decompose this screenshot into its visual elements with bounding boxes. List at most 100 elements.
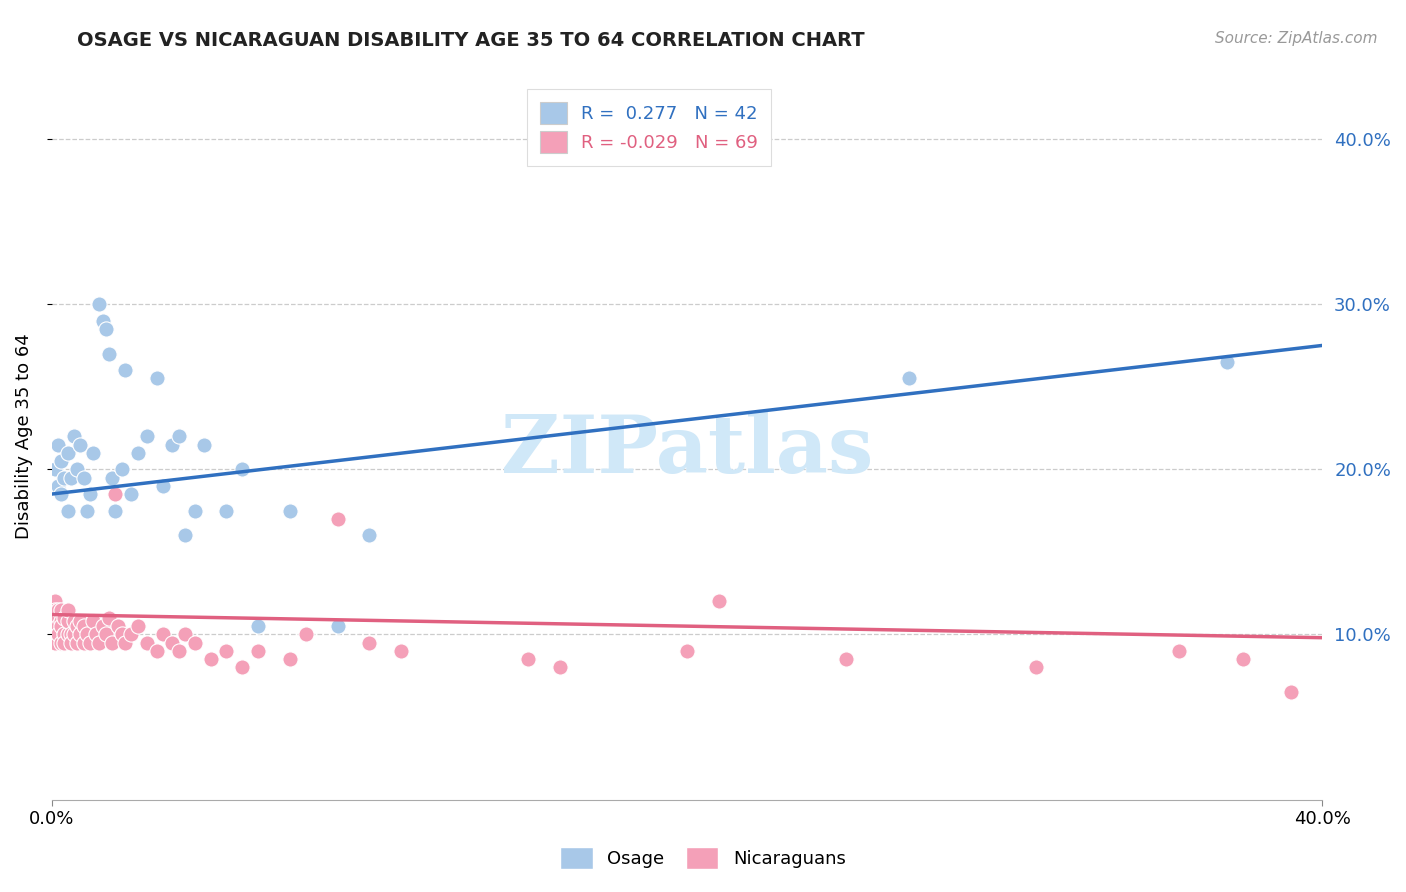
Legend: R =  0.277   N = 42, R = -0.029   N = 69: R = 0.277 N = 42, R = -0.029 N = 69: [527, 89, 770, 166]
Point: [104, 503, 127, 517]
Point: [898, 371, 921, 385]
Point: [44, 594, 66, 608]
Point: [1168, 644, 1191, 658]
Point: [114, 635, 136, 649]
Point: [152, 479, 174, 493]
Point: [46, 619, 69, 633]
Point: [91, 313, 114, 327]
Point: [63, 614, 86, 628]
Point: [136, 429, 159, 443]
Point: [56, 503, 79, 517]
Point: [127, 446, 149, 460]
Point: [51, 454, 73, 468]
Point: [114, 363, 136, 377]
Point: [278, 503, 301, 517]
Point: [59, 627, 82, 641]
Point: [44, 462, 66, 476]
Point: [200, 652, 222, 666]
Point: [676, 644, 699, 658]
Legend: Osage, Nicaraguans: Osage, Nicaraguans: [551, 838, 855, 879]
Point: [167, 644, 190, 658]
Point: [69, 614, 91, 628]
Point: [44, 627, 66, 641]
Point: [69, 437, 91, 451]
Point: [94, 627, 117, 641]
Point: [111, 462, 134, 476]
Point: [1025, 660, 1047, 674]
Point: [1232, 652, 1254, 666]
Point: [44, 602, 66, 616]
Point: [127, 619, 149, 633]
Point: [91, 619, 114, 633]
Point: [548, 660, 571, 674]
Point: [44, 619, 66, 633]
Point: [46, 479, 69, 493]
Point: [193, 437, 215, 451]
Point: [69, 627, 91, 641]
Point: [79, 487, 101, 501]
Point: [359, 528, 381, 542]
Point: [46, 611, 69, 625]
Point: [326, 619, 349, 633]
Point: [104, 487, 127, 501]
Point: [46, 627, 69, 641]
Point: [51, 619, 73, 633]
Point: [101, 470, 124, 484]
Point: [326, 512, 349, 526]
Point: [174, 627, 197, 641]
Point: [63, 429, 86, 443]
Point: [72, 635, 94, 649]
Point: [101, 635, 124, 649]
Point: [215, 503, 238, 517]
Point: [111, 627, 134, 641]
Point: [59, 635, 82, 649]
Point: [53, 627, 76, 641]
Point: [84, 627, 107, 641]
Point: [97, 347, 120, 361]
Point: [53, 635, 76, 649]
Point: [53, 611, 76, 625]
Point: [145, 644, 167, 658]
Point: [835, 652, 858, 666]
Point: [162, 635, 184, 649]
Point: [51, 487, 73, 501]
Point: [66, 462, 89, 476]
Point: [107, 619, 129, 633]
Point: [231, 660, 253, 674]
Point: [89, 297, 111, 311]
Point: [152, 627, 174, 641]
Y-axis label: Disability Age 35 to 64: Disability Age 35 to 64: [15, 334, 32, 539]
Point: [120, 627, 142, 641]
Point: [66, 619, 89, 633]
Point: [72, 470, 94, 484]
Point: [247, 644, 270, 658]
Point: [1279, 685, 1302, 699]
Point: [215, 644, 238, 658]
Point: [76, 503, 98, 517]
Point: [59, 470, 82, 484]
Point: [46, 602, 69, 616]
Point: [162, 437, 184, 451]
Point: [51, 602, 73, 616]
Point: [51, 614, 73, 628]
Point: [63, 627, 86, 641]
Point: [278, 652, 301, 666]
Point: [389, 644, 412, 658]
Point: [44, 635, 66, 649]
Point: [76, 627, 98, 641]
Point: [56, 602, 79, 616]
Point: [94, 322, 117, 336]
Point: [89, 635, 111, 649]
Point: [51, 635, 73, 649]
Point: [97, 611, 120, 625]
Point: [167, 429, 190, 443]
Point: [183, 635, 205, 649]
Point: [56, 614, 79, 628]
Point: [72, 619, 94, 633]
Point: [79, 635, 101, 649]
Point: [247, 619, 270, 633]
Point: [517, 652, 540, 666]
Point: [46, 437, 69, 451]
Point: [56, 446, 79, 460]
Point: [56, 627, 79, 641]
